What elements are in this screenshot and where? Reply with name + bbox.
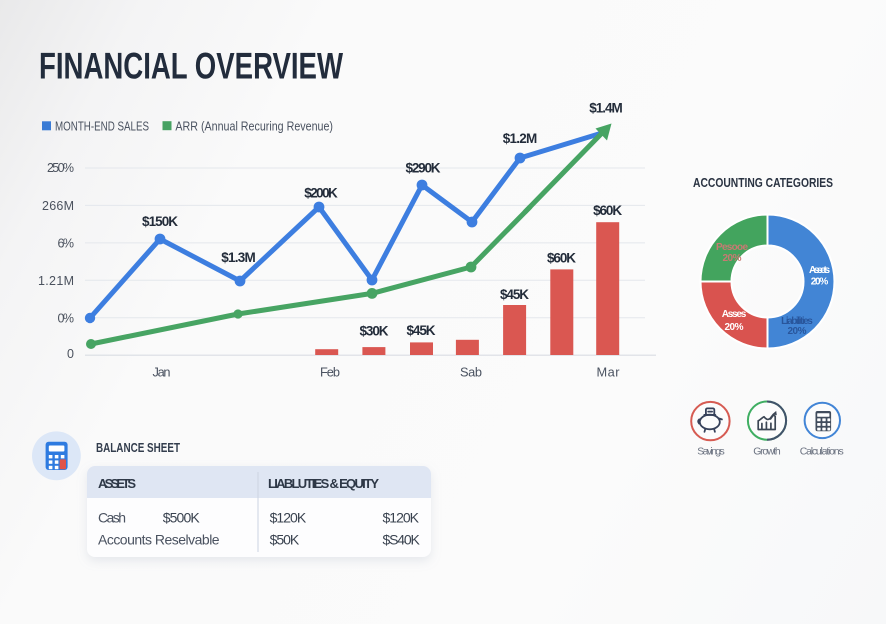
svg-text:$290K: $290K (406, 161, 441, 176)
svg-text:$120K: $120K (383, 510, 420, 526)
svg-text:$45K: $45K (407, 323, 436, 338)
svg-text:250%: 250% (47, 161, 74, 175)
svg-text:MONTH-END SALES: MONTH-END SALES (55, 120, 149, 134)
svg-text:Cash: Cash (98, 510, 126, 526)
svg-text:6%: 6% (58, 237, 75, 251)
svg-text:$45K: $45K (500, 287, 529, 302)
svg-text:LIABLUTIES & EQUITY: LIABLUTIES & EQUITY (268, 476, 379, 491)
svg-text:Sab: Sab (460, 365, 482, 380)
svg-text:266M: 266M (42, 199, 74, 213)
svg-text:$30K: $30K (360, 324, 389, 339)
svg-text:0: 0 (67, 347, 74, 361)
svg-text:$60K: $60K (593, 203, 622, 218)
svg-text:ARR (Annual Recuring Revenue): ARR (Annual Recuring Revenue) (175, 120, 333, 134)
svg-text:$200K: $200K (304, 186, 338, 201)
svg-text:20%: 20% (723, 253, 742, 264)
svg-text:Liabilities: Liabilities (781, 316, 813, 327)
svg-text:Accounts Reselvable: Accounts Reselvable (98, 532, 220, 548)
svg-text:Calculations: Calculations (800, 446, 844, 458)
svg-text:Savings: Savings (697, 446, 725, 458)
svg-text:20%: 20% (725, 322, 744, 333)
svg-text:1.21M: 1.21M (38, 274, 74, 288)
svg-text:Feb: Feb (320, 365, 340, 380)
svg-text:ASSETS: ASSETS (98, 476, 136, 491)
svg-text:0%: 0% (58, 312, 75, 326)
svg-text:Asses: Asses (722, 309, 747, 320)
svg-text:$50K: $50K (270, 532, 300, 548)
svg-text:FINANCIAL OVERVIEW: FINANCIAL OVERVIEW (39, 45, 343, 86)
svg-text:Mar: Mar (597, 365, 621, 380)
svg-text:$1.3M: $1.3M (221, 250, 256, 265)
svg-text:ACCOUNTING CATEGORIES: ACCOUNTING CATEGORIES (693, 175, 833, 190)
svg-text:20%: 20% (788, 326, 807, 337)
svg-text:BALANCE SHEET: BALANCE SHEET (96, 440, 180, 455)
svg-text:$120K: $120K (270, 510, 307, 526)
svg-text:Growth: Growth (753, 446, 781, 458)
svg-text:Jan: Jan (153, 365, 171, 380)
svg-text:$60K: $60K (547, 251, 576, 266)
svg-text:Pesooe: Pesooe (716, 242, 748, 253)
svg-text:$500K: $500K (163, 510, 201, 526)
svg-text:$150K: $150K (142, 214, 178, 229)
svg-text:$1.4M: $1.4M (589, 101, 623, 116)
svg-text:20%: 20% (811, 277, 829, 288)
svg-text:$S40K: $S40K (383, 532, 421, 548)
svg-text:Assets: Assets (809, 265, 830, 276)
svg-text:$1.2M: $1.2M (503, 131, 538, 146)
